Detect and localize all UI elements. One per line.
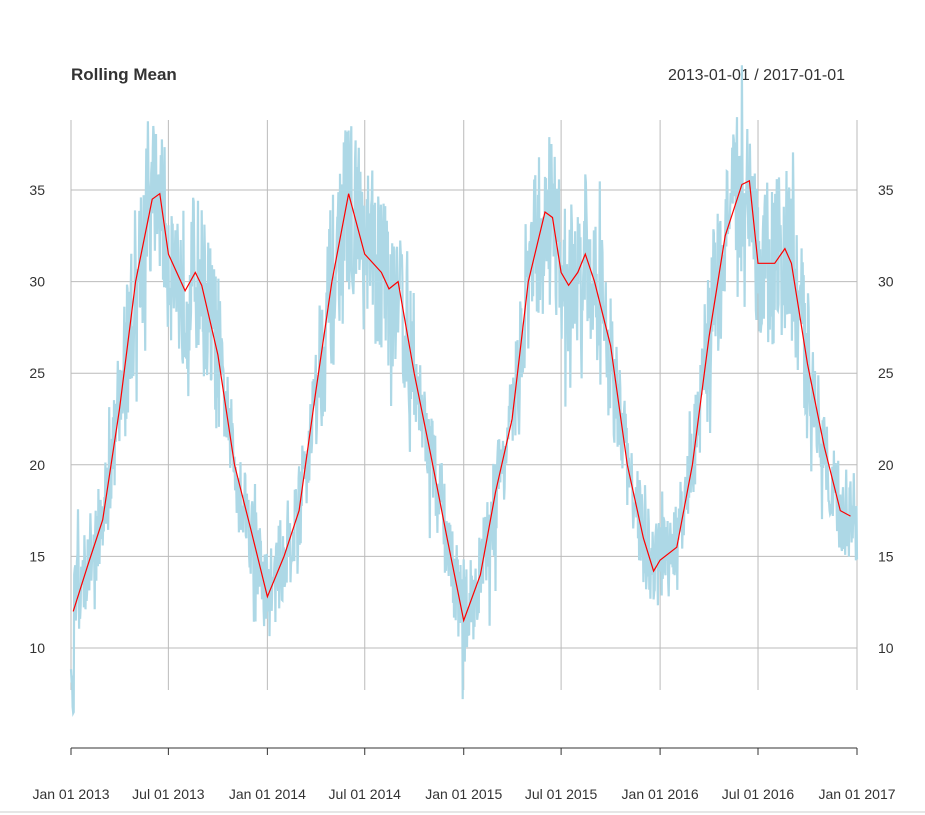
chart-title: Rolling Mean [71, 65, 177, 84]
y-tick-label-right: 20 [878, 457, 894, 473]
x-tick-label: Jan 01 2014 [229, 786, 306, 802]
x-tick-label: Jan 01 2017 [818, 786, 895, 802]
y-tick-label-left: 35 [29, 182, 45, 198]
y-tick-label-right: 30 [878, 274, 894, 290]
daily-series [69, 65, 859, 718]
x-tick-label: Jan 01 2016 [622, 786, 699, 802]
y-tick-label-left: 20 [29, 457, 45, 473]
y-tick-label-right: 35 [878, 182, 894, 198]
rolling-mean-series [72, 179, 851, 623]
x-tick-label: Jan 01 2015 [425, 786, 502, 802]
y-tick-label-right: 10 [878, 640, 894, 656]
x-tick-label: Jan 01 2013 [32, 786, 109, 802]
y-tick-label-left: 30 [29, 274, 45, 290]
x-tick-label: Jul 01 2016 [722, 786, 795, 802]
y-tick-label-left: 10 [29, 640, 45, 656]
y-tick-label-right: 25 [878, 365, 894, 381]
y-tick-label-right: 15 [878, 548, 894, 564]
y-tick-label-left: 25 [29, 365, 45, 381]
axes: 10 10 15 15 20 20 25 25 30 30 35 35 Jan 01 2013 Jul 0… [29, 182, 895, 802]
grid [70, 120, 858, 690]
y-tick-label-left: 15 [29, 548, 45, 564]
rolling-mean-line [72, 179, 851, 623]
x-tick-label: Jul 01 2013 [132, 786, 205, 802]
x-tick-label: Jul 01 2015 [525, 786, 598, 802]
date-range-label: 2013-01-01 / 2017-01-01 [668, 67, 845, 84]
daily-temperature-line [69, 65, 859, 718]
x-tick-label: Jul 01 2014 [329, 786, 402, 802]
